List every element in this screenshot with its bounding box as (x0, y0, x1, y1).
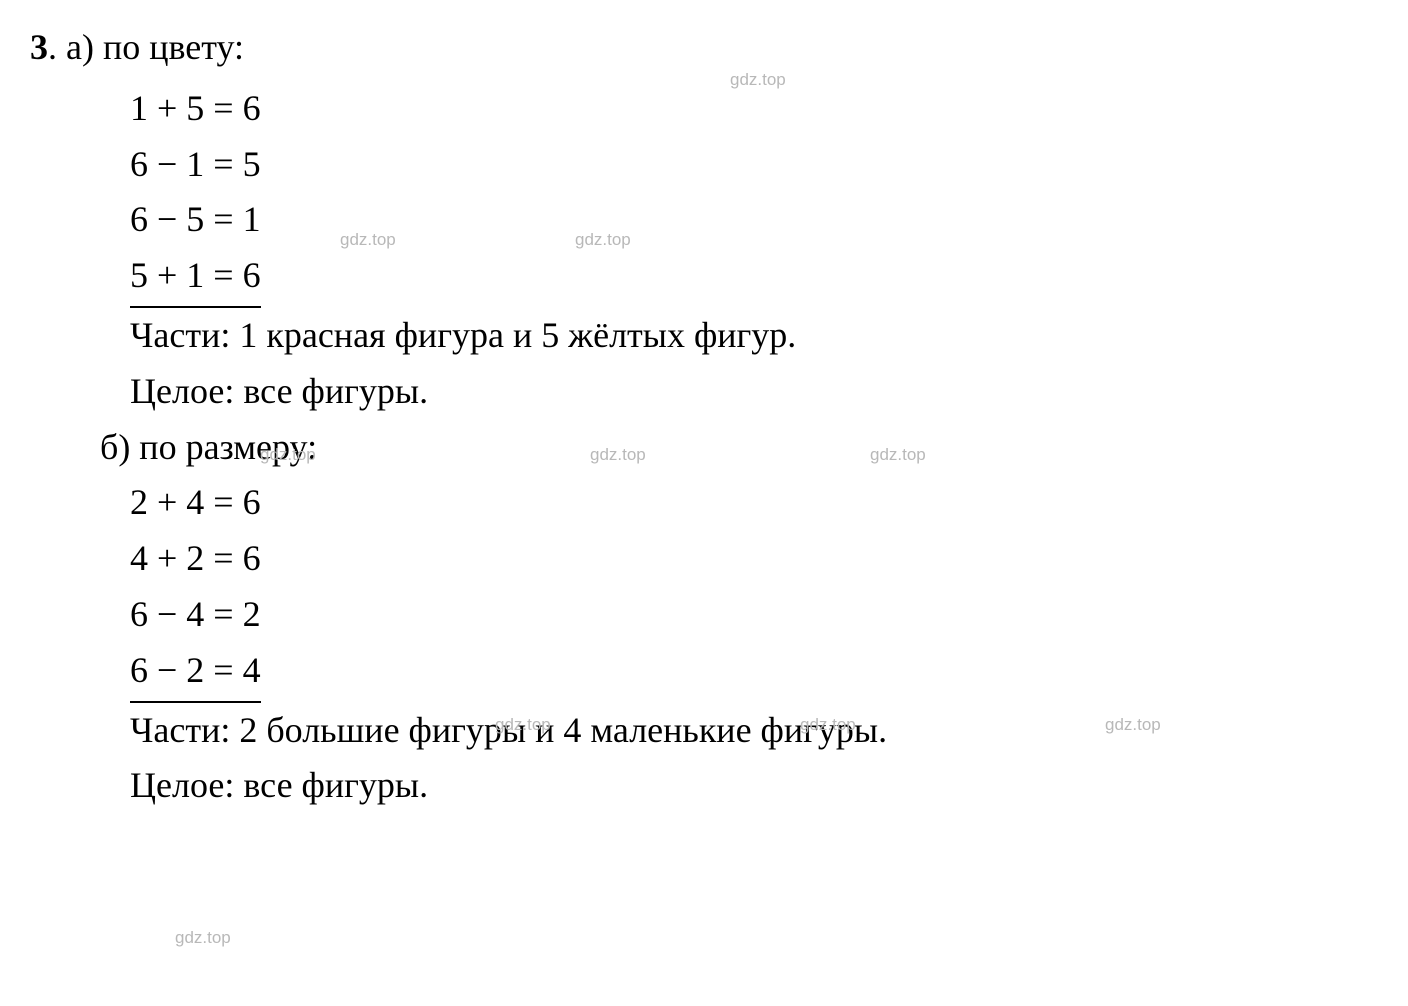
section-b-parts: Части: 2 большие фигуры и 4 маленькие фи… (30, 703, 1378, 759)
parts-text: 1 красная фигура и 5 жёлтых фигур. (230, 315, 796, 355)
equation: 1 + 5 = 6 (130, 81, 1378, 137)
period: . (48, 27, 66, 67)
parts-label: Части: (130, 710, 230, 750)
section-b-label: б) по размеру: (100, 427, 317, 467)
problem-number: 3 (30, 27, 48, 67)
parts-text: 2 большие фигуры и 4 маленькие фигуры. (230, 710, 887, 750)
whole-text: все фигуры. (234, 371, 428, 411)
equation: 6 − 1 = 5 (130, 137, 1378, 193)
section-b-equations: 2 + 4 = 6 4 + 2 = 6 6 − 4 = 2 6 − 2 = 4 (30, 475, 1378, 702)
section-a-whole: Целое: все фигуры. (30, 364, 1378, 420)
equation: 6 − 5 = 1 (130, 192, 1378, 248)
section-a-equations: 1 + 5 = 6 6 − 1 = 5 6 − 5 = 1 5 + 1 = 6 (30, 81, 1378, 308)
section-a-parts: Части: 1 красная фигура и 5 жёлтых фигур… (30, 308, 1378, 364)
whole-label: Целое: (130, 765, 234, 805)
section-a-label: а) по цвету: (66, 27, 244, 67)
problem-content: 3. а) по цвету: 1 + 5 = 6 6 − 1 = 5 6 − … (30, 20, 1378, 814)
section-b-whole: Целое: все фигуры. (30, 758, 1378, 814)
equation-underlined: 6 − 2 = 4 (130, 643, 1378, 703)
equation-underlined: 5 + 1 = 6 (130, 248, 1378, 308)
equation: 2 + 4 = 6 (130, 475, 1378, 531)
whole-label: Целое: (130, 371, 234, 411)
equation: 4 + 2 = 6 (130, 531, 1378, 587)
equation: 6 − 4 = 2 (130, 587, 1378, 643)
section-b-header: б) по размеру: (30, 420, 1378, 476)
watermark: gdz.top (175, 928, 231, 948)
section-a-header: 3. а) по цвету: (30, 20, 1378, 76)
whole-text: все фигуры. (234, 765, 428, 805)
parts-label: Части: (130, 315, 230, 355)
